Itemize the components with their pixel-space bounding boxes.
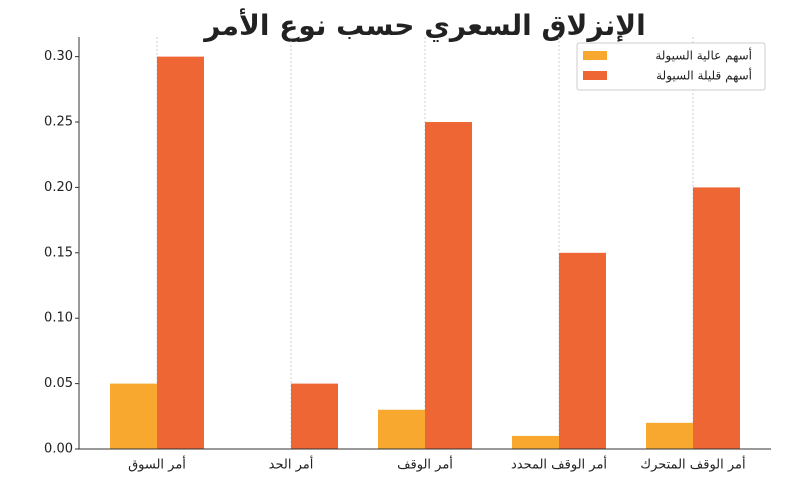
bar <box>512 435 559 449</box>
bar <box>693 187 740 449</box>
y-tick-label: 0.00 <box>44 442 73 457</box>
y-tick-label: 0.10 <box>44 311 73 326</box>
y-tick-label: 0.15 <box>44 245 73 260</box>
y-tick-label: 0.05 <box>44 376 73 391</box>
bar <box>378 409 425 449</box>
bar <box>559 252 606 449</box>
x-tick-label: أمر الحد <box>269 456 314 473</box>
bar <box>425 122 472 450</box>
y-tick-label: 0.30 <box>44 49 73 64</box>
bar <box>291 383 338 449</box>
bar <box>646 422 693 449</box>
x-tick-label: أمر الوقف المتحرك <box>640 456 745 473</box>
legend-label: أسهم عالية السيولة <box>655 48 752 64</box>
legend-box <box>576 42 766 91</box>
bar <box>110 383 157 449</box>
legend-swatch <box>583 71 607 80</box>
y-tick-label: 0.20 <box>44 180 73 195</box>
legend-swatch <box>583 51 607 60</box>
bar <box>157 56 204 449</box>
x-tick-label: أمر السوق <box>128 456 186 473</box>
y-tick-label: 0.25 <box>44 115 73 130</box>
x-tick-label: أمر الوقف <box>397 456 453 473</box>
chart-title: الإنزلاق السعري حسب نوع الأمر <box>202 8 645 42</box>
legend-label: أسهم قليلة السيولة <box>656 68 752 84</box>
x-tick-label: أمر الوقف المحدد <box>511 456 607 473</box>
